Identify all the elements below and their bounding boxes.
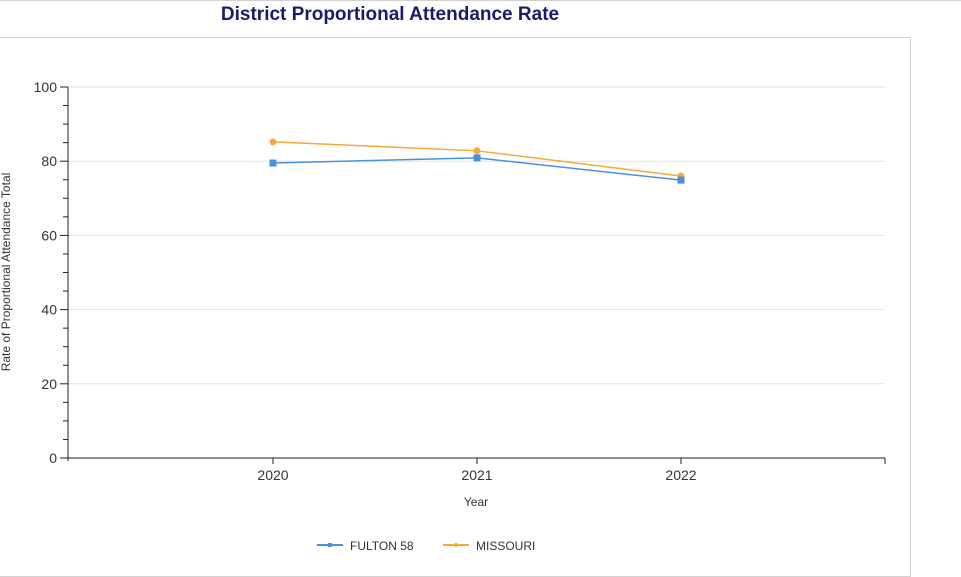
legend-item[interactable]: FULTON 58 xyxy=(317,539,414,553)
x-tick-label: 2022 xyxy=(665,467,696,483)
legend-label: MISSOURI xyxy=(476,539,535,553)
data-point[interactable] xyxy=(473,154,481,162)
legend: FULTON 58 MISSOURI xyxy=(317,539,535,553)
y-tick-label: 20 xyxy=(41,376,57,392)
y-tick-label: 80 xyxy=(41,153,57,169)
y-tick-label: 60 xyxy=(41,227,57,243)
y-tick-label: 40 xyxy=(41,302,57,318)
x-axis-ticks: 2020 2021 2022 xyxy=(257,458,697,483)
legend-marker xyxy=(454,543,458,547)
y-axis-ticks: 0 20 40 60 80 100 xyxy=(34,79,68,466)
axes xyxy=(67,87,886,464)
data-point[interactable] xyxy=(269,159,277,167)
series-lines xyxy=(269,138,685,184)
data-point[interactable] xyxy=(269,138,277,146)
legend-marker xyxy=(328,543,332,547)
series-fulton-58 xyxy=(269,154,685,184)
x-tick-label: 2021 xyxy=(461,467,492,483)
data-point[interactable] xyxy=(677,176,685,184)
x-tick-label: 2020 xyxy=(257,467,288,483)
chart-title: District Proportional Attendance Rate xyxy=(220,4,560,25)
x-axis-label: Year xyxy=(464,495,488,509)
y-axis-label: Rate of Proportional Attendance Total xyxy=(0,173,13,372)
legend-item[interactable]: MISSOURI xyxy=(443,539,535,553)
y-tick-label: 100 xyxy=(34,79,58,95)
top-divider xyxy=(0,0,961,1)
legend-label: FULTON 58 xyxy=(350,539,414,553)
gridlines xyxy=(68,86,885,385)
y-tick-label: 0 xyxy=(49,450,57,466)
data-point[interactable] xyxy=(473,147,481,155)
